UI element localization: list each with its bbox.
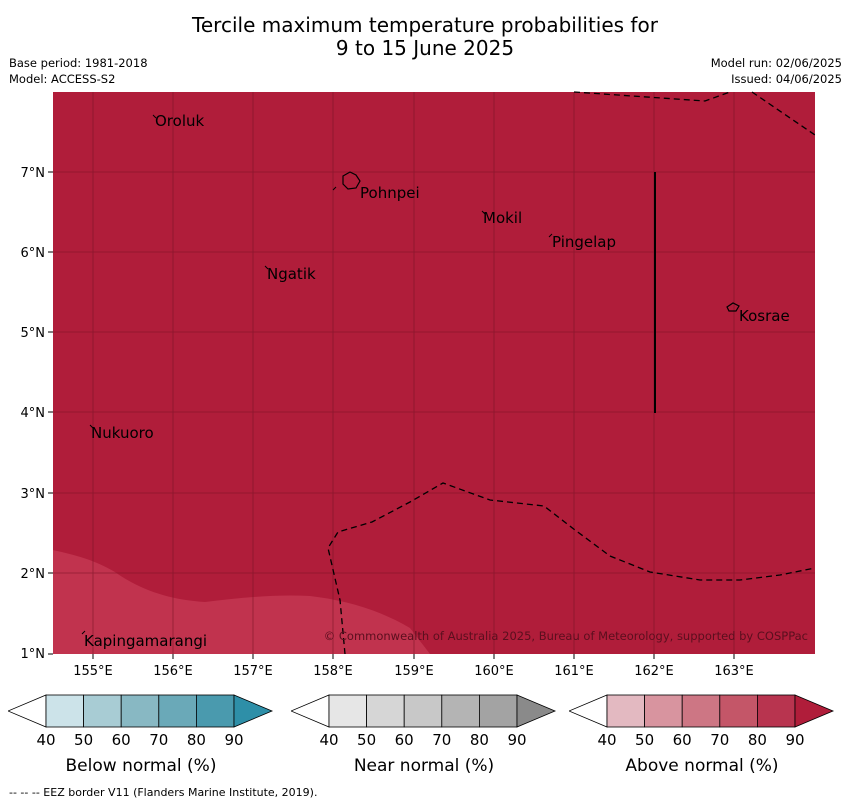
legend-arrow-high <box>516 694 557 728</box>
place-kapingamarangi: Kapingamarangi <box>84 632 207 650</box>
lat-tick-5: 5°N <box>21 326 46 341</box>
map-area <box>53 92 815 654</box>
legend-below-normal <box>8 694 274 728</box>
issued-date: Issued: 04/06/2025 <box>731 72 842 86</box>
lon-tick-161: 161°E <box>554 664 594 679</box>
legend-swatch <box>719 694 758 728</box>
legend-above-normal <box>569 694 835 728</box>
legend-near-label: Near normal (%) <box>353 756 495 776</box>
legend-tick-label: 50 <box>74 731 93 749</box>
lon-tick-160: 160°E <box>474 664 514 679</box>
lat-tick-6: 6°N <box>21 246 46 261</box>
place-nukuoro: Nukuoro <box>91 424 154 442</box>
legend-tick-label: 40 <box>597 731 616 749</box>
legend-tick-label: 70 <box>710 731 729 749</box>
place-pingelap: Pingelap <box>552 233 616 251</box>
legend-swatch <box>45 694 84 728</box>
legend-tick-label: 80 <box>748 731 767 749</box>
map-figure: Oroluk Pohnpei Mokil Pingelap Ngatik Kos… <box>21 91 816 679</box>
place-pohnpei: Pohnpei <box>360 184 420 202</box>
legend-tick-label: 60 <box>395 731 414 749</box>
legend-tick-label: 60 <box>673 731 692 749</box>
legend-swatch <box>644 694 683 728</box>
kosrae-island <box>726 302 740 312</box>
title-line-2: 9 to 15 June 2025 <box>335 36 515 60</box>
legend-above-label: Above normal (%) <box>625 756 779 776</box>
eez-footnote: -- -- -- EEZ border V11 (Flanders Marine… <box>9 786 318 799</box>
legend-arrow-low <box>8 694 47 728</box>
model-run: Model run: 02/06/2025 <box>710 56 842 70</box>
lat-tick-2: 2°N <box>21 567 46 582</box>
islet-mark <box>332 186 337 191</box>
legend-arrow-low <box>291 694 330 728</box>
legend-below-label: Below normal (%) <box>65 756 217 776</box>
map-title: Tercile maximum temperature probabilitie… <box>0 14 850 60</box>
legend-swatch <box>606 694 645 728</box>
copyright-text: © Commonwealth of Australia 2025, Bureau… <box>324 629 808 643</box>
legend-swatch <box>403 694 443 728</box>
lat-tick-1: 1°N <box>21 647 46 662</box>
place-kosrae: Kosrae <box>739 307 790 325</box>
lon-tick-156: 156°E <box>153 664 193 679</box>
info-right: Model run: 02/06/2025 Issued: 04/06/2025 <box>711 55 842 87</box>
legend-swatch <box>478 694 518 728</box>
place-mokil: Mokil <box>483 209 522 227</box>
legend-swatch <box>366 694 405 728</box>
lon-tick-158: 158°E <box>313 664 353 679</box>
legend-arrow-high <box>794 694 835 728</box>
legend-tick-label: 90 <box>785 731 804 749</box>
place-ngatik: Ngatik <box>267 265 316 283</box>
place-oroluk: Oroluk <box>155 112 204 130</box>
info-left: Base period: 1981-2018 Model: ACCESS-S2 <box>9 55 148 87</box>
legend-tick-label: 70 <box>149 731 168 749</box>
legend-arrow-high <box>233 694 274 728</box>
probability-zone-80 <box>53 550 430 654</box>
model-name: Model: ACCESS-S2 <box>9 72 116 86</box>
eez-border <box>327 91 816 655</box>
legend-tick-label: 70 <box>432 731 451 749</box>
legend-tick-label: 80 <box>187 731 206 749</box>
legend-swatch <box>756 694 796 728</box>
base-period: Base period: 1981-2018 <box>9 56 148 70</box>
legend-tick-label: 90 <box>507 731 526 749</box>
gridlines <box>53 92 815 654</box>
legend-arrow-low <box>569 694 608 728</box>
legend-near-normal <box>291 694 557 728</box>
legend-tick-label: 50 <box>357 731 376 749</box>
legend-swatch <box>195 694 235 728</box>
legend-tick-label: 80 <box>470 731 489 749</box>
lon-tick-155: 155°E <box>73 664 113 679</box>
legend-tick-label: 40 <box>36 731 55 749</box>
lon-tick-157: 157°E <box>233 664 273 679</box>
legend-tick-label: 40 <box>319 731 338 749</box>
pohnpei-island <box>342 171 361 190</box>
lon-tick-159: 159°E <box>394 664 434 679</box>
legend-tick-label: 60 <box>112 731 131 749</box>
lat-tick-7: 7°N <box>21 166 46 181</box>
lat-tick-3: 3°N <box>21 487 46 502</box>
legend-swatch <box>681 694 721 728</box>
lon-tick-163: 163°E <box>714 664 754 679</box>
atoll-marks <box>81 114 553 635</box>
legend-ticks: 40 50 60 70 80 90 40 50 60 70 80 90 40 50 60 70 80 90 <box>36 731 804 749</box>
legend-swatch <box>83 694 122 728</box>
tick-marks <box>48 171 735 659</box>
title-line-1: Tercile maximum temperature probabilitie… <box>192 13 658 37</box>
legend-swatch <box>441 694 480 728</box>
legend-tick-label: 50 <box>635 731 654 749</box>
lon-tick-162: 162°E <box>634 664 674 679</box>
legend-tick-label: 90 <box>224 731 243 749</box>
legend-swatch <box>120 694 160 728</box>
legend-swatch <box>328 694 367 728</box>
lat-tick-4: 4°N <box>21 406 46 421</box>
legend-swatch <box>158 694 197 728</box>
